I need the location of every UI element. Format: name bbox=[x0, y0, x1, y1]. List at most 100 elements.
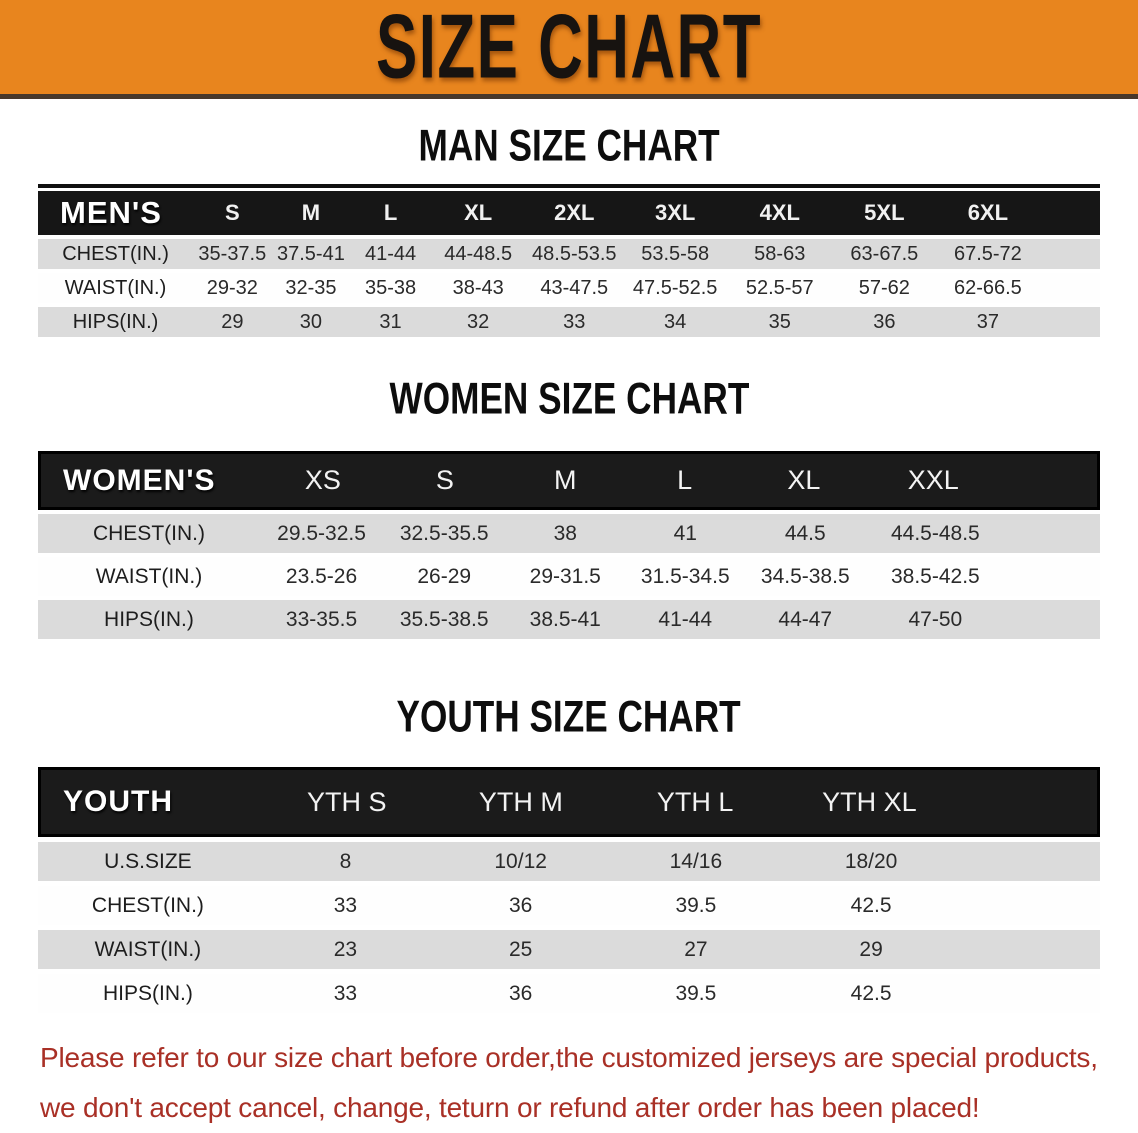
cell-value: 57-62 bbox=[858, 276, 910, 299]
cell-value: 35-37.5 bbox=[198, 242, 267, 265]
size-column-header: 2XL bbox=[554, 200, 595, 225]
size-column-header: M bbox=[554, 465, 577, 495]
table-header-row: MEN'S S M L XL 2XL 3XL 4XL 5XL 6XL bbox=[38, 191, 1100, 235]
cell-value: 39.5 bbox=[675, 893, 717, 917]
cell-value: 44.5-48.5 bbox=[890, 521, 980, 545]
cell-value: 34.5-38.5 bbox=[760, 564, 850, 588]
youth-size-table: YOUTH YTH S YTH M YTH L YTH XL U.S.SIZE 8 10/12… bbox=[38, 767, 1100, 1013]
size-column-header: L bbox=[677, 465, 693, 495]
cell-value: 48.5-53.5 bbox=[532, 242, 617, 265]
size-column-header: XXL bbox=[907, 465, 959, 495]
table-row: CHEST(IN.) 33 36 39.5 42.5 bbox=[38, 886, 1100, 925]
cell-value: 38-43 bbox=[452, 276, 504, 299]
cell-value: 47.5-52.5 bbox=[632, 276, 718, 299]
table-header-row: YOUTH YTH S YTH M YTH L YTH XL bbox=[38, 767, 1100, 837]
men-size-chart-heading: MAN SIZE CHART bbox=[0, 121, 1138, 171]
cell-value: 33 bbox=[563, 310, 586, 333]
table-corner-label: MEN'S bbox=[60, 195, 162, 230]
women-size-chart-heading: WOMEN SIZE CHART bbox=[0, 374, 1138, 423]
table-row: WAIST(IN.) 23 25 27 29 bbox=[38, 930, 1100, 969]
row-label: CHEST(IN.) bbox=[92, 521, 205, 545]
cell-value: 32.5-35.5 bbox=[399, 521, 489, 545]
cell-value: 27 bbox=[684, 937, 708, 961]
cell-value: 29 bbox=[859, 937, 883, 961]
cell-value: 34 bbox=[664, 310, 687, 333]
size-column-header: M bbox=[301, 200, 321, 225]
cell-value: 31 bbox=[379, 310, 402, 333]
row-label: WAIST(IN.) bbox=[94, 937, 202, 961]
size-column-header: 4XL bbox=[759, 200, 800, 225]
size-column-header: XL bbox=[464, 200, 493, 225]
cell-value: 32 bbox=[467, 310, 490, 333]
cell-value: 36 bbox=[508, 893, 533, 917]
cell-value: 10/12 bbox=[494, 849, 547, 873]
size-column-header: XS bbox=[304, 465, 341, 495]
youth-size-chart-heading: YOUTH SIZE CHART bbox=[0, 692, 1138, 742]
row-label: HIPS(IN.) bbox=[102, 981, 193, 1005]
row-label: HIPS(IN.) bbox=[104, 607, 194, 631]
cell-value: 47-50 bbox=[908, 607, 963, 631]
women-size-table: WOMEN'S XS S M L XL XXL CHEST(IN.) 29.5-32.5 32.5… bbox=[38, 451, 1100, 639]
table-row: CHEST(IN.) 29.5-32.5 32.5-35.5 38 41 44.5 44.5… bbox=[38, 514, 1100, 553]
cell-value: 37.5-41 bbox=[276, 242, 345, 265]
disclaimer-line-2: we don't accept cancel, change, teturn o… bbox=[40, 1092, 980, 1123]
table-row: HIPS(IN.) 33 36 39.5 42.5 bbox=[38, 974, 1100, 1013]
table-corner-label: WOMEN'S bbox=[63, 463, 216, 497]
cell-value: 33 bbox=[333, 893, 358, 917]
size-column-header: YTH M bbox=[478, 786, 563, 817]
cell-value: 29-32 bbox=[206, 276, 258, 299]
cell-value: 23.5-26 bbox=[285, 564, 358, 588]
disclaimer: Please refer to our size chart before or… bbox=[40, 1033, 1118, 1133]
size-chart-body: MAN SIZE CHART MEN'S S M L XL 2XL 3XL 4XL 5XL 6XL… bbox=[0, 121, 1138, 1133]
cell-value: 8 bbox=[339, 849, 352, 873]
row-label: U.S.SIZE bbox=[104, 849, 192, 873]
men-size-chart-heading-text: MAN SIZE CHART bbox=[418, 121, 720, 171]
cell-value: 41-44 bbox=[364, 242, 417, 265]
cell-value: 32-35 bbox=[285, 276, 337, 299]
cell-value: 44-47 bbox=[778, 607, 833, 631]
cell-value: 30 bbox=[299, 310, 323, 333]
cell-value: 36 bbox=[508, 981, 533, 1005]
cell-value: 29.5-32.5 bbox=[277, 521, 366, 545]
table-header-row: WOMEN'S XS S M L XL XXL bbox=[38, 451, 1100, 510]
cell-value: 44.5 bbox=[784, 521, 826, 545]
cell-value: 33-35.5 bbox=[285, 607, 358, 631]
cell-value: 18/20 bbox=[844, 849, 898, 873]
table-corner-label: YOUTH bbox=[63, 785, 173, 818]
cell-value: 35.5-38.5 bbox=[399, 607, 489, 631]
cell-value: 43-47.5 bbox=[540, 276, 609, 299]
cell-value: 25 bbox=[508, 937, 533, 961]
cell-value: 42.5 bbox=[850, 981, 892, 1005]
cell-value: 26-29 bbox=[417, 564, 472, 588]
cell-value: 23 bbox=[333, 937, 358, 961]
size-column-header: XL bbox=[787, 465, 821, 495]
cell-value: 14/16 bbox=[669, 849, 723, 873]
cell-value: 41 bbox=[673, 521, 697, 545]
cell-value: 62-66.5 bbox=[953, 276, 1022, 299]
cell-value: 42.5 bbox=[850, 893, 892, 917]
size-column-header: L bbox=[383, 200, 398, 225]
row-label: CHEST(IN.) bbox=[62, 242, 169, 265]
row-label: WAIST(IN.) bbox=[95, 564, 203, 588]
cell-value: 29 bbox=[221, 310, 244, 333]
row-label: CHEST(IN.) bbox=[91, 893, 204, 917]
cell-value: 38.5-41 bbox=[529, 607, 601, 631]
cell-value: 53.5-58 bbox=[641, 242, 710, 265]
disclaimer-line-1: Please refer to our size chart before or… bbox=[40, 1042, 1098, 1073]
row-label: HIPS(IN.) bbox=[72, 310, 159, 333]
cell-value: 41-44 bbox=[658, 607, 713, 631]
cell-value: 33 bbox=[333, 981, 358, 1005]
banner: SIZE CHART bbox=[0, 0, 1138, 99]
cell-value: 58-63 bbox=[754, 242, 806, 265]
table-row: WAIST(IN.) 29-32 32-35 35-38 38-43 43-47.5 47.… bbox=[38, 273, 1100, 303]
cell-value: 44-48.5 bbox=[444, 242, 513, 265]
cell-value: 35-38 bbox=[364, 276, 417, 299]
men-size-table: MEN'S S M L XL 2XL 3XL 4XL 5XL 6XL CHEST(IN.) 35-37… bbox=[38, 184, 1100, 337]
cell-value: 31.5-34.5 bbox=[640, 564, 730, 588]
table-row: WAIST(IN.) 23.5-26 26-29 29-31.5 31.5-34.5 34… bbox=[38, 557, 1100, 596]
row-label: WAIST(IN.) bbox=[64, 276, 167, 299]
size-column-header: YTH XL bbox=[822, 786, 917, 817]
cell-value: 38.5-42.5 bbox=[890, 564, 980, 588]
cell-value: 36 bbox=[873, 310, 896, 333]
youth-size-chart-heading-text: YOUTH SIZE CHART bbox=[396, 692, 742, 742]
